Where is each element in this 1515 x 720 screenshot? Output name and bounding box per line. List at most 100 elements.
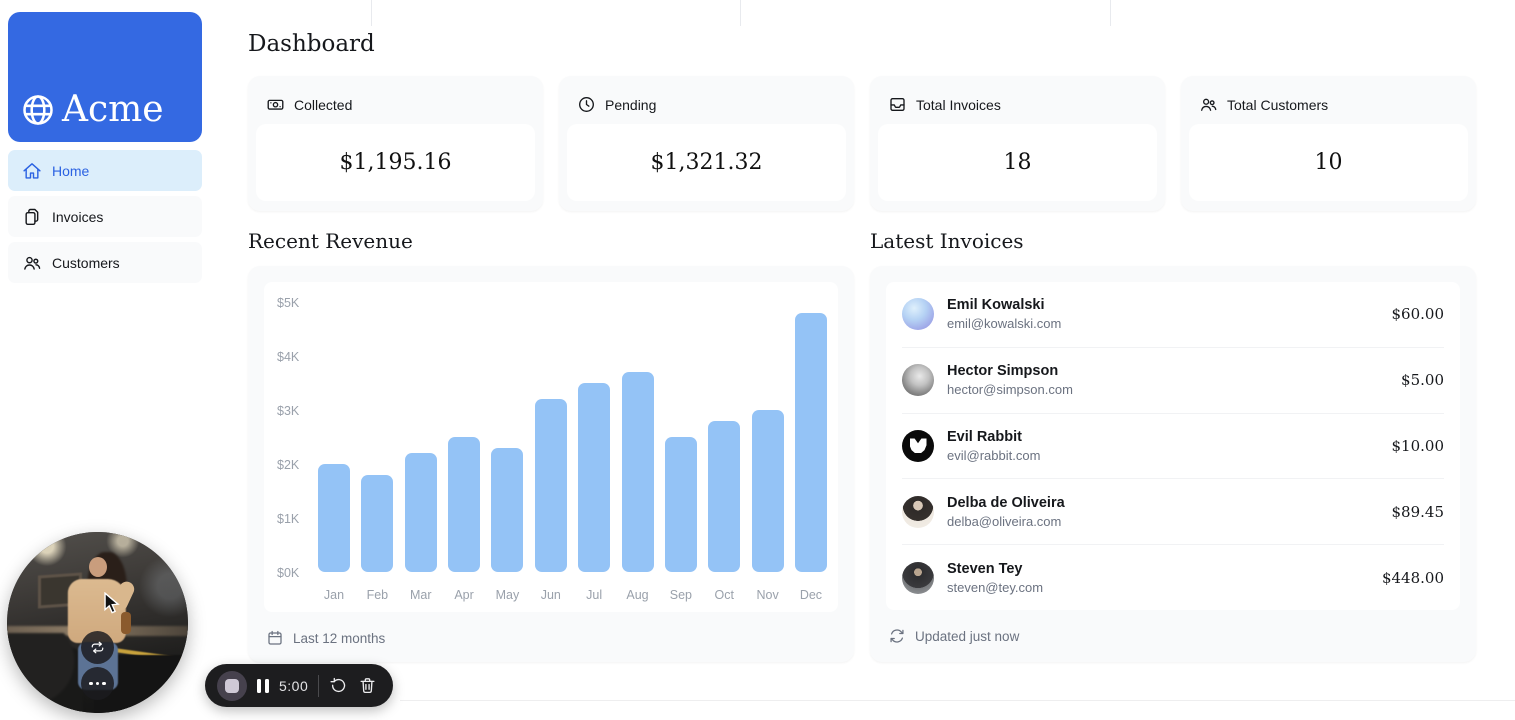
revenue-x-axis: Jan Feb Mar Apr May Jun Jul Aug Sep Oct Nov Dec [318,588,827,602]
stat-card-total-invoices: Total Invoices 18 [870,76,1165,211]
more-options-button[interactable] [81,667,114,700]
top-card-edge [740,0,741,26]
acme-logo[interactable]: Acme [8,12,202,142]
sidebar-item-customers[interactable]: Customers [8,242,202,283]
x-tick: Feb [366,588,389,602]
revenue-footer-label: Last 12 months [293,630,386,646]
invoice-row: Emil Kowalski emil@kowalski.com $60.00 [902,282,1444,347]
main-content: Dashboard Collected $1,195.16 Pending $1… [210,0,1515,720]
y-tick: $3K [277,404,300,418]
delete-recording-button[interactable] [358,676,377,695]
dashboard-sections: Recent Revenue $0K $1K $2K $3K $4K $5K Jan Feb… [248,229,1476,662]
invoice-amount: $448.00 [1381,568,1444,587]
section-title: Recent Revenue [248,229,413,253]
y-tick: $0K [277,566,300,580]
trash-icon [360,678,375,694]
stat-card-collected: Collected $1,195.16 [248,76,543,211]
y-tick: $2K [277,458,300,472]
webcam-person-bag [121,611,132,634]
ellipsis-icon [89,681,106,686]
stat-value: 18 [878,124,1157,201]
x-tick: Nov [756,588,779,602]
sidebar-item-home[interactable]: Home [8,150,202,191]
customer-email: delba@oliveira.com [947,513,1062,529]
stat-label: Collected [294,96,353,113]
invoice-amount: $89.45 [1391,502,1445,521]
revenue-panel: $0K $1K $2K $3K $4K $5K Jan Feb Mar Apr May Jun Jul… [248,266,854,662]
revenue-bar-may [491,448,524,572]
x-tick: May [495,588,520,602]
invoices-list: Emil Kowalski emil@kowalski.com $60.00 He… [886,282,1460,610]
customer-email: hector@simpson.com [947,382,1073,398]
sidebar-item-label: Invoices [52,208,104,225]
customer-avatar [902,495,934,528]
stop-recording-button[interactable] [217,670,247,701]
inbox-icon [890,97,905,112]
customer-name: Steven Tey [947,560,1023,577]
revenue-bar-jun [534,399,567,572]
revenue-bar-oct [708,421,741,572]
customer-email: steven@tey.com [947,579,1044,595]
revenue-footer: Last 12 months [264,629,838,647]
user-group-icon [1201,98,1217,111]
revenue-bar-aug [621,372,654,572]
restart-recording-button[interactable] [329,676,348,695]
restart-icon [330,677,346,693]
invoice-amount: $10.00 [1391,436,1445,455]
stat-value: $1,321.32 [567,124,846,201]
latest-invoices-section: Latest Invoices Emil Kowalski emil@kowals… [870,229,1476,662]
calendar-icon [268,630,282,645]
stat-value: $1,195.16 [256,124,535,201]
x-tick: Jan [323,588,345,602]
x-tick: Sep [669,588,692,602]
pause-icon [265,678,269,693]
x-tick: Aug [626,588,649,602]
revenue-bar-sep [664,437,697,572]
users-icon [24,256,41,270]
customer-avatar [902,364,934,397]
y-tick: $5K [277,296,300,310]
documents-icon [25,208,39,225]
x-tick: Dec [799,588,823,602]
stat-cards-row: Collected $1,195.16 Pending $1,321.32 To… [248,76,1476,211]
x-tick: Jun [540,588,561,602]
top-card-edge [371,0,372,26]
invoices-panel: Emil Kowalski emil@kowalski.com $60.00 He… [870,266,1476,662]
revenue-bar-jul [578,383,611,572]
section-title: Latest Invoices [870,229,1024,253]
x-tick: Jul [586,588,603,602]
banknotes-icon [267,99,284,110]
recording-toolbar: 5:00 [205,664,393,707]
webcam-chairs [7,633,84,713]
invoice-row: Delba de Oliveira delba@oliveira.com $89.… [902,478,1444,544]
stat-card-total-customers: Total Customers 10 [1181,76,1476,211]
stat-card-pending: Pending $1,321.32 [559,76,854,211]
recording-timer: 5:00 [279,677,309,694]
revenue-bars [318,302,827,572]
revenue-bar-mar [404,453,437,572]
customer-email: evil@rabbit.com [947,447,1041,463]
y-tick: $1K [277,512,300,526]
sidebar-item-invoices[interactable]: Invoices [8,196,202,237]
webcam-bubble[interactable] [7,532,188,713]
globe-icon [23,95,53,125]
invoice-amount: $5.00 [1401,371,1444,390]
customer-avatar [902,298,934,331]
revenue-bar-jan [318,464,350,572]
x-tick: Apr [454,588,474,602]
invoice-row: Evil Rabbit evil@rabbit.com $10.00 [902,412,1445,479]
top-card-edge [1110,0,1111,26]
stop-icon [225,678,239,693]
stat-label: Total Customers [1227,96,1329,113]
customer-name: Delba de Oliveira [947,494,1065,511]
invoice-amount: $60.00 [1391,305,1445,324]
y-tick: $4K [277,350,300,364]
revenue-chart: $0K $1K $2K $3K $4K $5K Jan Feb Mar Apr May Jun Jul… [264,282,838,612]
sidebar-item-label: Home [52,162,90,179]
pause-recording-button[interactable] [257,678,269,693]
invoices-footer-label: Updated just now [915,628,1020,644]
revenue-bar-dec [794,313,827,572]
pause-icon [257,678,261,693]
flip-camera-button[interactable] [81,631,114,664]
